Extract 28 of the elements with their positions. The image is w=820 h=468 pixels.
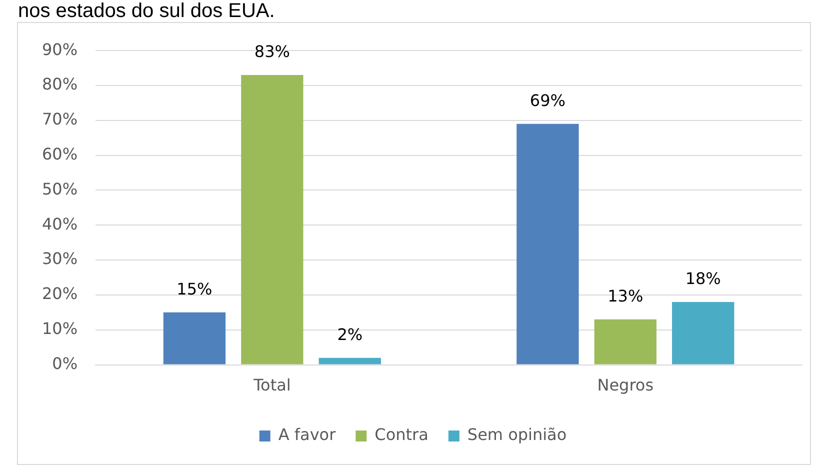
y-tick-label: 70%	[42, 110, 78, 129]
y-tick-label: 20%	[42, 284, 78, 304]
y-tick-label: 30%	[42, 249, 78, 268]
x-tick-label: Negros	[597, 376, 654, 395]
y-tick-label: 0%	[52, 354, 78, 373]
text: 69%	[530, 91, 566, 110]
bar	[318, 358, 381, 364]
legend-label: Sem opinião	[467, 425, 567, 444]
text: 2%	[337, 324, 363, 344]
legend-label: A favor	[278, 425, 336, 444]
text: 83%	[254, 42, 290, 62]
y-tick-label: 10%	[42, 319, 78, 338]
bar	[672, 302, 734, 364]
y-tick-label: 40%	[42, 214, 78, 234]
bar	[594, 319, 656, 364]
x-tick-label: Total	[252, 376, 291, 395]
y-tick-label: 80%	[42, 74, 78, 94]
text: 15%	[176, 280, 212, 299]
y-tick-label: 60%	[42, 144, 78, 164]
bar	[241, 75, 304, 364]
chart-title: nos estados do sul dos EUA.	[18, 0, 275, 22]
text: 18%	[685, 269, 721, 288]
y-tick-label: 50%	[42, 179, 78, 198]
legend-label: Contra	[374, 425, 428, 444]
bar	[516, 124, 579, 364]
bar	[163, 312, 226, 364]
y-tick-label: 90%	[42, 40, 78, 59]
text: 13%	[608, 286, 644, 306]
